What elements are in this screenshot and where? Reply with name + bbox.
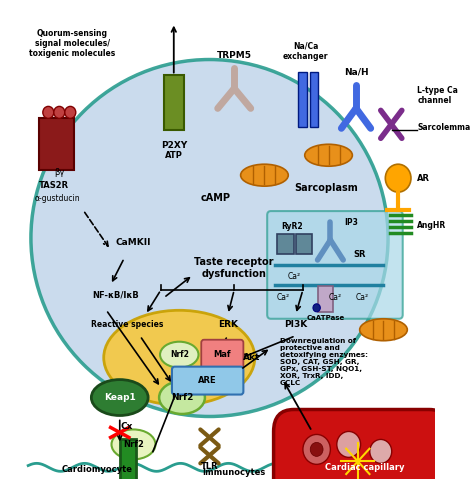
Text: Na/H: Na/H — [344, 68, 368, 77]
Text: Cx: Cx — [121, 422, 133, 432]
Text: NF-κB/IκB: NF-κB/IκB — [92, 290, 139, 300]
Circle shape — [337, 432, 361, 457]
Text: ERK: ERK — [218, 320, 238, 329]
Text: Maf: Maf — [213, 350, 231, 359]
Ellipse shape — [159, 381, 205, 414]
Text: Ca²: Ca² — [328, 293, 342, 302]
Circle shape — [310, 443, 323, 456]
Bar — [310, 72, 319, 127]
Text: Ca²: Ca² — [276, 293, 289, 302]
Ellipse shape — [31, 60, 388, 417]
Text: Immunocytes: Immunocytes — [202, 468, 266, 477]
FancyBboxPatch shape — [172, 367, 243, 395]
Text: α-gustducin: α-gustducin — [35, 193, 80, 203]
Circle shape — [370, 439, 392, 463]
Text: CaATPase: CaATPase — [307, 315, 345, 321]
Text: Na/Ca: Na/Ca — [293, 41, 319, 50]
Text: Cardiomyocyte: Cardiomyocyte — [61, 465, 132, 474]
Text: Sarcoplasm: Sarcoplasm — [294, 183, 358, 193]
FancyBboxPatch shape — [201, 340, 243, 370]
Text: Sarcolemma: Sarcolemma — [418, 123, 471, 132]
Text: AngHR: AngHR — [418, 220, 447, 229]
Text: Nrf2: Nrf2 — [170, 350, 189, 359]
Text: cAMP: cAMP — [201, 193, 231, 203]
FancyBboxPatch shape — [267, 211, 403, 319]
Text: ARE: ARE — [198, 376, 217, 385]
Text: ATP: ATP — [165, 151, 182, 160]
Text: exchanger: exchanger — [283, 52, 328, 61]
Text: Taste receptor
dysfunction: Taste receptor dysfunction — [194, 257, 274, 279]
Bar — [319, 286, 333, 312]
Circle shape — [313, 304, 320, 312]
Text: PI3K: PI3K — [284, 320, 307, 329]
Bar — [164, 75, 184, 130]
Circle shape — [65, 107, 76, 119]
Text: TLR: TLR — [201, 462, 219, 471]
Text: AR: AR — [418, 174, 430, 183]
Circle shape — [54, 107, 65, 119]
Text: Ca²: Ca² — [287, 272, 301, 281]
Text: IP3: IP3 — [344, 218, 358, 227]
Text: L-type Ca: L-type Ca — [418, 86, 458, 95]
Text: SR: SR — [354, 251, 366, 260]
Bar — [277, 234, 294, 254]
Text: CaMKII: CaMKII — [115, 239, 151, 248]
Text: RyR2: RyR2 — [281, 222, 303, 231]
Text: channel: channel — [418, 96, 452, 105]
Bar — [298, 72, 307, 127]
Text: Akt: Akt — [243, 353, 261, 362]
Text: βγ: βγ — [54, 168, 64, 177]
Ellipse shape — [111, 430, 155, 459]
Text: TAS2R: TAS2R — [39, 180, 69, 190]
Ellipse shape — [360, 319, 407, 341]
Bar — [39, 119, 74, 170]
Text: P2XY: P2XY — [161, 141, 187, 150]
Circle shape — [385, 164, 411, 192]
Ellipse shape — [91, 380, 148, 416]
Text: TRPM5: TRPM5 — [217, 51, 252, 60]
Text: Cardiac capillary: Cardiac capillary — [326, 463, 405, 472]
Text: Downregulation of
protective and
detoxifying enzymes:
SOD, CAT, GSH, GR,
GPx, GS: Downregulation of protective and detoxif… — [280, 338, 368, 386]
Circle shape — [43, 107, 54, 119]
Bar — [296, 234, 312, 254]
Text: Quorum-sensing
signal molecules/
toxigenic molecules: Quorum-sensing signal molecules/ toxigen… — [29, 29, 115, 59]
Text: Nrf2: Nrf2 — [171, 393, 193, 402]
Text: Keap1: Keap1 — [104, 393, 136, 402]
Ellipse shape — [305, 144, 352, 166]
Text: Reactive species: Reactive species — [91, 320, 163, 329]
Text: Nrf2: Nrf2 — [123, 440, 144, 449]
Ellipse shape — [160, 342, 199, 368]
Text: Ca²: Ca² — [356, 293, 369, 302]
Ellipse shape — [104, 310, 255, 405]
Ellipse shape — [241, 164, 288, 186]
Bar — [120, 439, 136, 480]
Circle shape — [303, 434, 330, 464]
FancyBboxPatch shape — [273, 409, 449, 480]
